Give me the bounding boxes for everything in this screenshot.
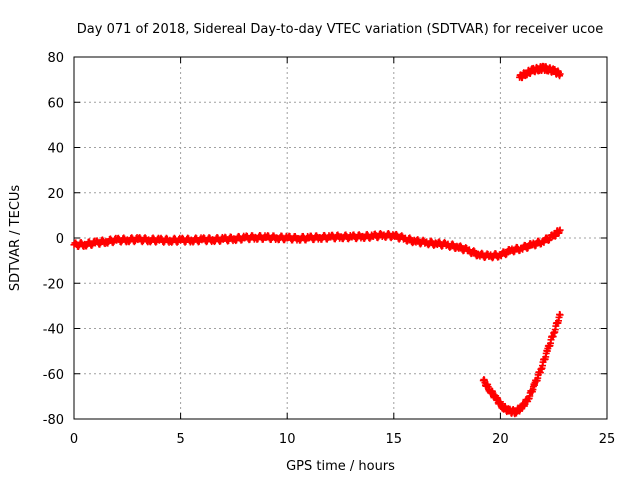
- y-tick-label: -80: [43, 413, 64, 428]
- x-tick-label: 0: [70, 432, 78, 447]
- x-tick-label: 5: [176, 432, 184, 447]
- y-tick-label: -40: [43, 323, 64, 338]
- data-point: [556, 311, 564, 319]
- x-tick-label: 25: [599, 432, 616, 447]
- data-points: [70, 62, 564, 418]
- axis-ticks: [73, 56, 608, 420]
- y-tick-label: 20: [47, 187, 64, 202]
- data-point: [406, 234, 414, 242]
- x-tick-label: 15: [386, 432, 403, 447]
- x-axis-label: GPS time / hours: [286, 459, 395, 474]
- y-tick-label: 0: [56, 232, 64, 247]
- y-tick-label: -60: [43, 368, 64, 383]
- x-tick-label: 20: [492, 432, 509, 447]
- y-tick-label: 80: [47, 51, 64, 66]
- x-tick-label: 10: [279, 432, 296, 447]
- chart-title: Day 071 of 2018, Sidereal Day-to-day VTE…: [77, 22, 603, 37]
- data-point: [556, 226, 564, 234]
- tick-labels: 0 5 10 15 20 25 -80 -60 -40 -20 0 20 40 60 80: [43, 51, 616, 447]
- y-tick-label: 40: [47, 142, 64, 157]
- data-point: [556, 70, 564, 78]
- y-tick-label: -20: [43, 277, 64, 292]
- data-point: [88, 241, 96, 249]
- y-axis-label: SDTVAR / TECUs: [8, 185, 23, 292]
- y-tick-label: 60: [47, 96, 64, 111]
